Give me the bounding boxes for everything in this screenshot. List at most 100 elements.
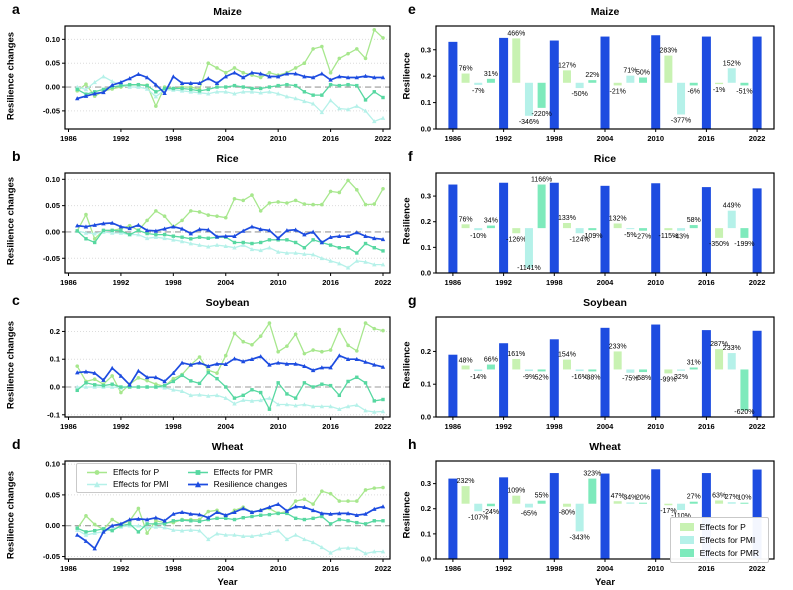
marker-p bbox=[285, 201, 289, 205]
axis-frame bbox=[435, 172, 775, 274]
y-tick-label: 0.05 bbox=[45, 201, 60, 210]
x-tick-label: 2016 bbox=[698, 422, 715, 431]
pct-label: -1141% bbox=[517, 265, 541, 272]
effect-bar-pmr bbox=[639, 228, 648, 231]
marker-pmi bbox=[345, 107, 351, 112]
panel-letter: e bbox=[408, 1, 416, 17]
marker-pmi bbox=[380, 409, 386, 414]
marker-pmr bbox=[101, 527, 106, 531]
marker-rc bbox=[275, 501, 281, 506]
marker-pmi bbox=[188, 393, 194, 398]
marker-rc bbox=[337, 353, 342, 358]
effect-bar-p bbox=[664, 55, 673, 83]
marker-p bbox=[302, 497, 307, 502]
marker-p bbox=[355, 47, 359, 51]
pct-label: 27% bbox=[687, 494, 701, 501]
marker-rc bbox=[363, 233, 368, 238]
x-tick-label: 2004 bbox=[217, 422, 235, 431]
marker-rc bbox=[372, 362, 377, 367]
marker-rc bbox=[101, 221, 106, 226]
marker-pmi bbox=[372, 409, 377, 414]
marker-pmr bbox=[267, 407, 272, 411]
pct-label: 283% bbox=[659, 48, 677, 55]
y-tick-label: 0.3 bbox=[421, 479, 431, 488]
marker-p bbox=[372, 28, 377, 32]
pct-label: 10% bbox=[737, 495, 751, 502]
marker-rc bbox=[284, 361, 290, 366]
pct-label: 1166% bbox=[531, 177, 552, 184]
marker-pmr bbox=[119, 385, 123, 389]
marker-pmr bbox=[110, 382, 114, 386]
marker-pmr bbox=[119, 83, 123, 88]
legend-label: Resilience changes bbox=[213, 479, 288, 489]
marker-pmi bbox=[310, 252, 316, 257]
x-tick-label: 1992 bbox=[495, 564, 512, 573]
pct-label: -50% bbox=[571, 91, 587, 98]
marker-rc bbox=[83, 369, 89, 374]
marker-rc bbox=[354, 75, 360, 80]
marker-p bbox=[154, 209, 158, 213]
resilience-bar bbox=[448, 184, 458, 273]
effect-bar-p bbox=[715, 82, 724, 85]
effect-bar-p bbox=[461, 224, 470, 229]
marker-pmr bbox=[180, 518, 184, 522]
marker-p bbox=[92, 236, 97, 241]
marker-pmi bbox=[249, 398, 255, 403]
marker-pmi bbox=[354, 103, 360, 108]
marker-p bbox=[381, 186, 385, 191]
marker-p bbox=[355, 188, 359, 192]
x-tick-label: 2016 bbox=[698, 134, 715, 143]
marker-pmr bbox=[293, 396, 298, 400]
marker-p bbox=[241, 70, 246, 75]
effect-bar-pmi bbox=[626, 369, 635, 373]
y-tick-label: 0.10 bbox=[45, 460, 60, 469]
marker-pmr bbox=[75, 87, 79, 92]
effect-bar-p bbox=[461, 73, 470, 83]
marker-pmr bbox=[136, 385, 141, 389]
marker-p bbox=[250, 193, 254, 197]
marker-rc bbox=[127, 517, 132, 522]
marker-pmi bbox=[293, 532, 298, 537]
effect-bar-p bbox=[664, 503, 673, 506]
panel-title: Rice bbox=[593, 153, 617, 165]
marker-pmi bbox=[83, 384, 89, 389]
panel-h-wheat-bars: h Wheat Resilience 1986 1992 1998 2004 2010 2… bbox=[396, 435, 793, 590]
marker-pmi bbox=[319, 544, 325, 550]
chart-canvas-a: 1986 1992 1998 2004 2010 2016 2022 0.10 0.05 0.00… bbox=[43, 25, 391, 143]
marker-rc bbox=[214, 361, 220, 366]
marker-p bbox=[293, 499, 298, 503]
marker-rc bbox=[232, 509, 237, 514]
marker-pmi bbox=[153, 94, 159, 99]
marker-p bbox=[302, 202, 307, 206]
marker-rc bbox=[197, 227, 202, 232]
pmr-line-marker-icon bbox=[187, 469, 208, 475]
y-tick-label: 0.0 bbox=[421, 413, 431, 422]
effect-bar-pmr bbox=[537, 82, 546, 108]
x-tick-label: 1986 bbox=[60, 564, 77, 573]
marker-p bbox=[267, 201, 272, 205]
legend-label: Effects for PMI bbox=[699, 535, 756, 545]
series-rc-line bbox=[77, 222, 384, 244]
y-tick-label: 0.1 bbox=[421, 529, 431, 538]
marker-rc bbox=[179, 360, 185, 365]
resilience-bar bbox=[752, 36, 762, 129]
marker-pmr bbox=[180, 373, 184, 378]
marker-rc bbox=[310, 229, 316, 234]
marker-rc bbox=[214, 509, 220, 514]
marker-rc bbox=[136, 71, 141, 76]
effect-bar-p bbox=[613, 223, 622, 229]
effect-bar-pmi bbox=[727, 68, 736, 83]
marker-pmr bbox=[171, 519, 176, 523]
marker-pmr bbox=[197, 519, 202, 524]
marker-pmi bbox=[354, 546, 360, 551]
marker-pmi bbox=[310, 540, 316, 545]
marker-p bbox=[232, 196, 237, 201]
marker-rc bbox=[162, 379, 167, 384]
effect-bar-pmr bbox=[486, 225, 495, 229]
marker-rc bbox=[354, 230, 360, 235]
pct-label: -620% bbox=[734, 409, 754, 416]
marker-p bbox=[293, 332, 298, 337]
panel-g-soybean-bars: g Soybean Resilience 1986 1992 1998 2004 201… bbox=[396, 291, 793, 435]
pct-label: 31% bbox=[687, 359, 701, 366]
marker-pmi bbox=[171, 387, 176, 392]
